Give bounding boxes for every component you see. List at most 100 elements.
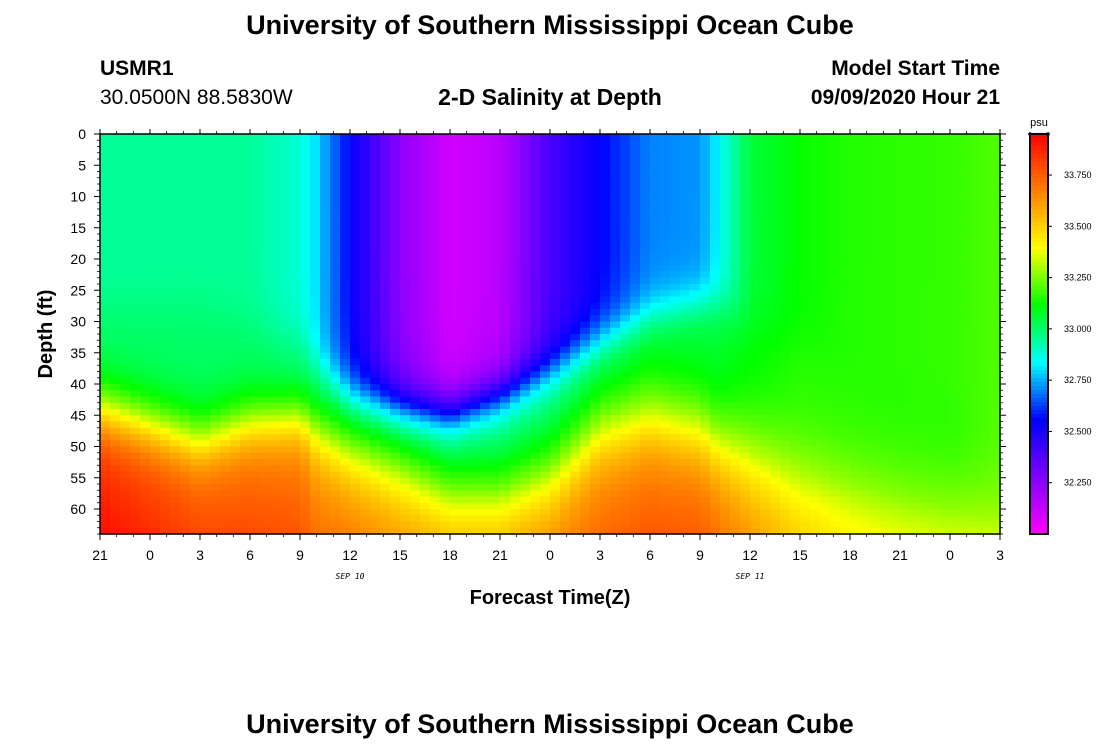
heatmap-cell: [150, 521, 161, 529]
heatmap-cell: [410, 259, 421, 266]
heatmap-cell: [200, 346, 211, 354]
heatmap-cell: [740, 371, 751, 379]
heatmap-cell: [700, 409, 711, 416]
heatmap-cell: [150, 496, 161, 504]
heatmap-cell: [320, 290, 331, 298]
heatmap-cell: [420, 471, 431, 479]
heatmap-cell: [580, 440, 591, 448]
heatmap-cell: [760, 196, 771, 204]
heatmap-cell: [100, 377, 111, 385]
heatmap-cell: [760, 459, 771, 466]
heatmap-cell: [150, 321, 161, 329]
heatmap-cell: [480, 209, 491, 216]
heatmap-cell: [340, 190, 351, 198]
heatmap-cell: [600, 427, 611, 435]
heatmap-cell: [660, 421, 671, 429]
heatmap-cell: [380, 165, 391, 173]
heatmap-cell: [530, 527, 541, 535]
heatmap-cell: [400, 215, 411, 223]
heatmap-cell: [770, 521, 781, 529]
heatmap-cell: [420, 177, 431, 185]
heatmap-cell: [800, 284, 811, 291]
heatmap-cell: [360, 496, 371, 504]
heatmap-cell: [770, 509, 781, 516]
heatmap-cell: [190, 246, 201, 254]
heatmap-cell: [740, 165, 751, 173]
heatmap-cell: [630, 346, 641, 354]
heatmap-cell: [520, 146, 531, 154]
heatmap-cell: [800, 521, 811, 529]
heatmap-cell: [550, 290, 561, 298]
heatmap-cell: [130, 215, 141, 223]
heatmap-cell: [450, 309, 461, 316]
heatmap-cell: [310, 190, 321, 198]
heatmap-cell: [630, 509, 641, 516]
heatmap-cell: [330, 509, 341, 516]
heatmap-cell: [840, 371, 851, 379]
heatmap-cell: [560, 434, 571, 441]
heatmap-cell: [530, 490, 541, 498]
heatmap-cell: [510, 402, 521, 410]
heatmap-cell: [160, 221, 171, 229]
heatmap-cell: [530, 496, 541, 504]
heatmap-cell: [460, 177, 471, 185]
heatmap-cell: [620, 421, 631, 429]
heatmap-cell: [120, 215, 131, 223]
heatmap-cell: [590, 352, 601, 360]
heatmap-cell: [360, 434, 371, 441]
heatmap-cell: [830, 184, 841, 191]
heatmap-cell: [720, 502, 731, 510]
heatmap-cell: [200, 396, 211, 404]
heatmap-cell: [870, 134, 881, 141]
heatmap-cell: [400, 440, 411, 448]
heatmap-cell: [430, 290, 441, 298]
heatmap-cell: [780, 352, 791, 360]
heatmap-cell: [420, 184, 431, 191]
heatmap-cell: [290, 190, 301, 198]
heatmap-cell: [590, 290, 601, 298]
heatmap-cell: [740, 352, 751, 360]
heatmap-cell: [110, 140, 121, 148]
heatmap-cell: [250, 484, 261, 491]
heatmap-cell: [750, 509, 761, 516]
heatmap-cell: [420, 459, 431, 466]
heatmap-cell: [630, 140, 641, 148]
heatmap-cell: [610, 396, 621, 404]
heatmap-cell: [520, 465, 531, 473]
heatmap-cell: [670, 215, 681, 223]
heatmap-cell: [870, 415, 881, 423]
heatmap-cell: [530, 140, 541, 148]
heatmap-cell: [380, 521, 391, 529]
heatmap-cell: [870, 215, 881, 223]
heatmap-cell: [710, 340, 721, 348]
heatmap-cell: [120, 459, 131, 466]
heatmap-cell: [320, 509, 331, 516]
heatmap-cell: [780, 402, 791, 410]
heatmap-cell: [740, 215, 751, 223]
heatmap-cell: [810, 184, 821, 191]
heatmap-cell: [130, 359, 141, 366]
heatmap-cell: [570, 346, 581, 354]
heatmap-cell: [230, 190, 241, 198]
heatmap-cell: [680, 359, 691, 366]
heatmap-cell: [500, 509, 511, 516]
heatmap-cell: [260, 396, 271, 404]
heatmap-cell: [180, 384, 191, 391]
heatmap-cell: [200, 190, 211, 198]
heatmap-cell: [310, 390, 321, 398]
heatmap-cell: [610, 371, 621, 379]
heatmap-cell: [170, 271, 181, 279]
heatmap-cell: [290, 284, 301, 291]
heatmap-cell: [380, 496, 391, 504]
heatmap-cell: [400, 427, 411, 435]
heatmap-cell: [850, 315, 861, 323]
heatmap-cell: [280, 346, 291, 354]
heatmap-cell: [860, 471, 871, 479]
heatmap-cell: [760, 134, 771, 141]
heatmap-cell: [300, 434, 311, 441]
heatmap-cell: [770, 327, 781, 335]
heatmap-cell: [870, 409, 881, 416]
heatmap-cell: [330, 359, 341, 366]
heatmap-cell: [690, 315, 701, 323]
heatmap-cell: [690, 440, 701, 448]
